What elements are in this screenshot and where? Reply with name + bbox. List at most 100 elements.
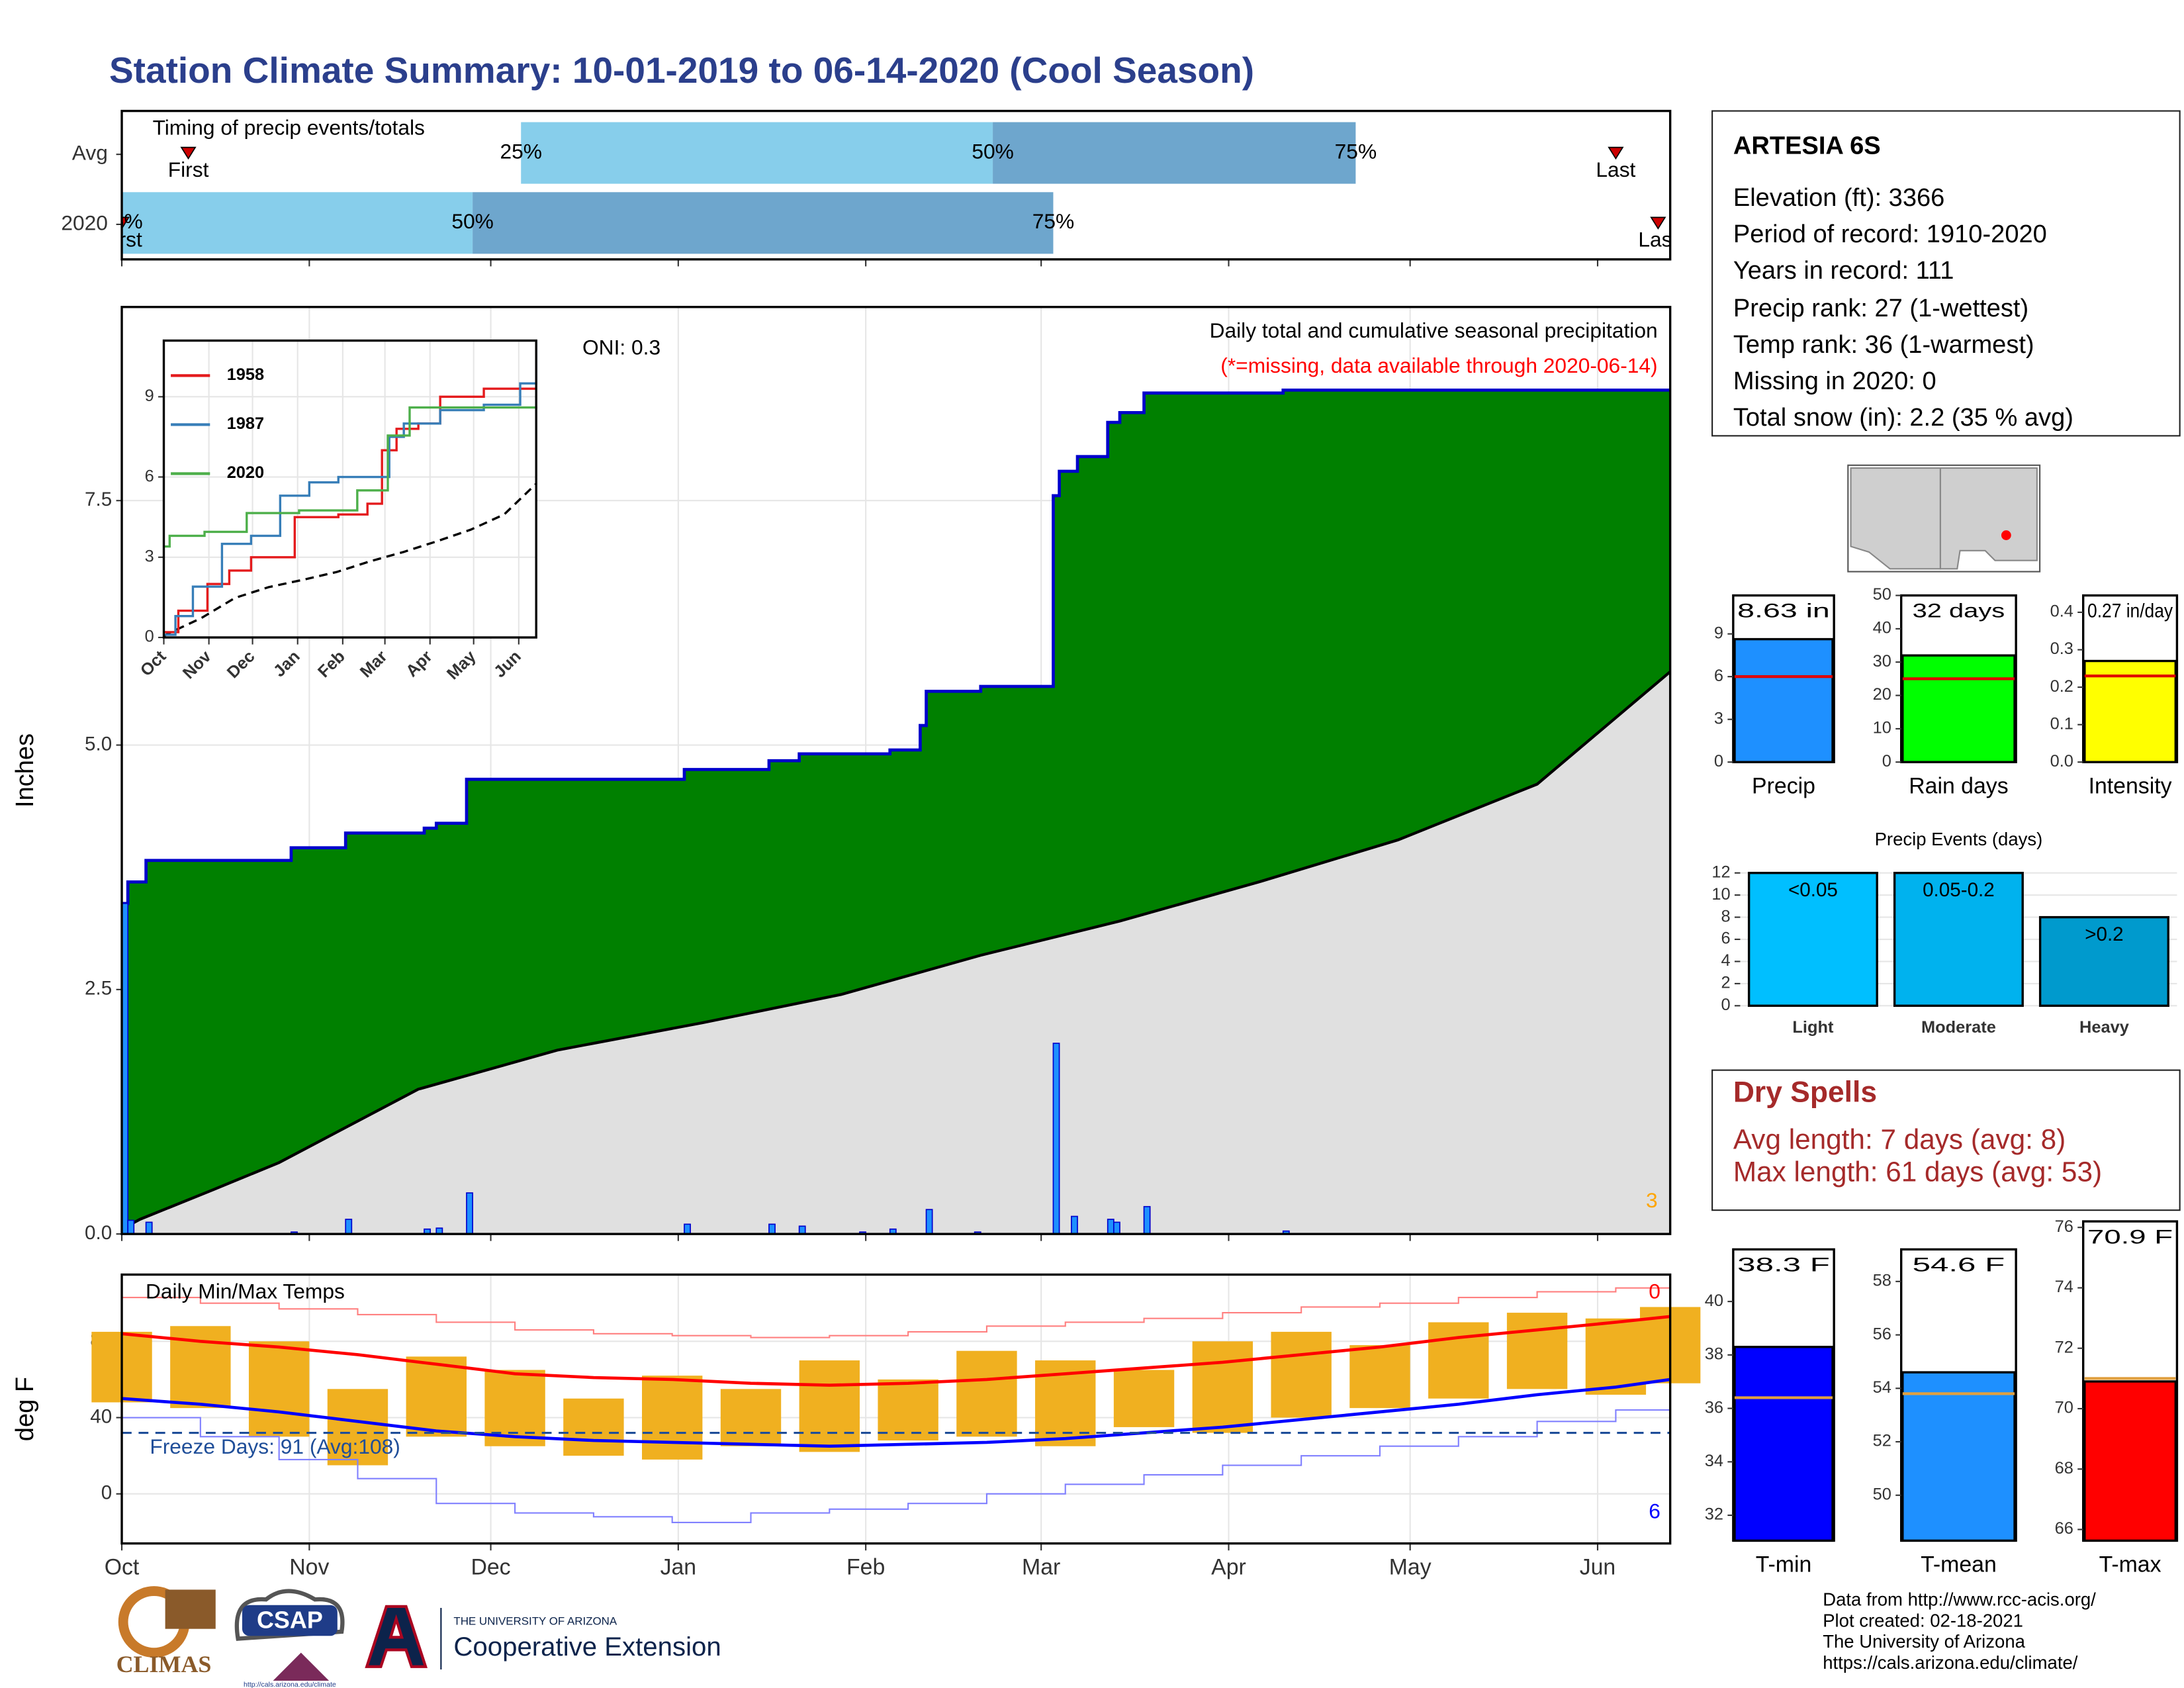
value-label: 38.3 F [1737,1254,1830,1276]
y-tick-label: 0 [1714,752,1723,771]
x-tick-label: Nov [289,1555,329,1580]
y-tick-label: 9 [1714,624,1723,642]
bar [2083,1380,2177,1542]
timing-bar [521,122,993,184]
y-tick-label: 6 [1714,667,1723,685]
temp-bar [248,1341,310,1437]
bin-label: 0.05-0.2 [1923,879,1995,901]
legend-label: 2020 [227,463,264,482]
plot-frame [120,1273,1672,1545]
y-tick-label: 20 [1873,685,1891,704]
station-box [1711,110,2181,437]
timing-bar [993,122,1356,184]
temp-bar [1113,1370,1175,1427]
timing-label: First [101,228,142,252]
y-tick-label: 40 [1705,1291,1723,1310]
y-tick-label: 12 [1711,863,1730,881]
x-tick-label: May [1389,1555,1432,1580]
legend-label: 1958 [227,365,264,384]
y-tick-label: 58 [1873,1272,1891,1290]
record-max-line [122,1284,1671,1338]
timing-plot: Timing of precip events/totals First Last 2… [101,115,1678,254]
bar [1901,654,2016,763]
daily-bar [345,1219,353,1235]
temp-bar [1192,1341,1253,1433]
dry-spells-box [1711,1069,2181,1211]
category-label: T-min [1756,1552,1812,1577]
logo-text: THE UNIVERSITY OF ARIZONA [453,1615,617,1628]
station-line: Elevation (ft): 3366 [1733,184,1944,212]
y-tick-label: 5.0 [85,733,112,755]
logos: CLIMAS CSAP http://cals.arizona.edu/clim… [116,1586,721,1688]
series-line [163,406,537,548]
category-label: Rain days [1909,773,2008,798]
daily-bar [466,1192,473,1235]
y-axis-label: deg F [11,1377,39,1441]
x-tick-label: Feb [846,1555,885,1580]
plot-frame [120,306,1672,1235]
timing-bar [473,192,1054,254]
normal-line [121,671,1672,1231]
x-tick-label: Jun [1580,1555,1616,1580]
temp-bar [1506,1313,1568,1389]
y-tick-label: 50 [1873,585,1891,604]
temp-bar [1349,1345,1410,1409]
daily-bar [145,1221,153,1235]
y-tick-label: 74 [2055,1278,2073,1296]
bar [2083,659,2177,763]
category-label: Intensity [2089,773,2172,798]
x-tick-label: Mar [1022,1555,1060,1580]
category-label: T-mean [1921,1552,1997,1577]
note-value: 3 [1646,1188,1658,1212]
daily-bar [127,1219,135,1235]
y-tick-label: 32 [1705,1505,1723,1524]
location-map [1847,464,2041,573]
y-tick-label: 54 [1873,1378,1891,1397]
normal-area [122,671,1670,1235]
plot-frame [120,109,1672,261]
bin-label: >0.2 [2085,923,2123,945]
page-title: Station Climate Summary: 10-01-2019 to 0… [109,50,1254,91]
y-tick-label: 3 [145,547,154,565]
ua-logo [365,1605,428,1668]
csap-logo [242,1605,338,1636]
y-tick-label: 0.0 [85,1222,112,1244]
y-tick-label: 76 [2055,1217,2073,1236]
y-tick-label: 34 [1705,1452,1723,1470]
y-tick-label: 7.5 [85,489,112,510]
panel-title: Timing of precip events/totals [153,115,425,139]
plot-bg [163,340,537,637]
temp-bar [799,1360,860,1452]
record-low-days: 6 [1649,1499,1661,1523]
panel-title: Daily Min/Max Temps [146,1279,345,1303]
y-axis-label: Inches [11,733,39,808]
climas-logo [165,1589,216,1629]
station-line: Precip rank: 27 (1-wettest) [1733,295,2028,322]
temp-bar [563,1398,624,1456]
y-tick-label: 0.0 [2050,752,2073,771]
record-high-days: 0 [1649,1279,1661,1303]
category-label: Moderate [1921,1018,1996,1037]
x-tick-label: Oct [105,1555,140,1580]
dry-spells-line: Max length: 61 days (avg: 53) [1733,1156,2102,1187]
timing-label: Last [1638,228,1678,252]
timing-bar [122,192,473,254]
category-label: Light [1792,1018,1834,1037]
y-tick-label: 40 [1873,619,1891,637]
timing-label: 50% [451,209,493,233]
normal-min-line [121,1378,1670,1448]
footer-line: The University of Arizona [1823,1631,2025,1652]
temp-bar [878,1379,938,1441]
y-tick-label: 36 [1705,1398,1723,1417]
value-label: 70.9 F [2087,1226,2173,1248]
normal-max-line [121,1315,1670,1387]
category-label: Precip [1752,773,1815,798]
station-line: Temp rank: 36 (1-warmest) [1733,331,2034,359]
y-tick-label: 52 [1873,1432,1891,1450]
y-tick-label: Avg [72,141,108,165]
y-tick-label: 10 [1711,885,1730,904]
y-tick-label: 30 [1873,652,1891,671]
daily-bar [1113,1221,1120,1235]
y-tick-label: 0 [145,628,154,646]
y-tick-label: 0 [1882,752,1891,771]
